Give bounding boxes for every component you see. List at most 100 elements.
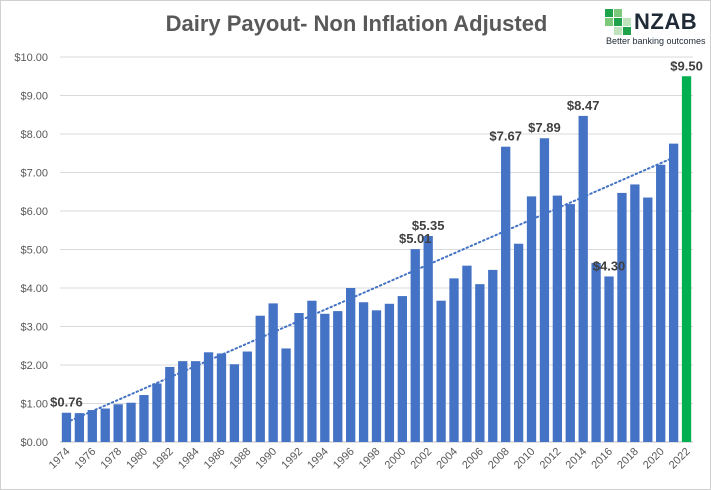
bar xyxy=(617,192,627,442)
bar xyxy=(656,164,666,443)
bar xyxy=(578,115,588,442)
bar xyxy=(100,408,110,442)
bar xyxy=(190,361,201,442)
bar xyxy=(178,361,188,442)
bar xyxy=(384,303,395,442)
chart-title: Dairy Payout- Non Inflation Adjusted xyxy=(165,11,548,36)
x-tick-label: 1974 xyxy=(47,446,73,472)
data-label: $7.67 xyxy=(489,129,522,144)
bar xyxy=(488,269,498,442)
x-tick-label: 1990 xyxy=(253,446,279,472)
x-tick-label: 1994 xyxy=(305,446,331,472)
logo-tagline: Better banking outcomes xyxy=(606,36,706,46)
x-tick-label: 2004 xyxy=(434,446,460,472)
y-tick-label: $7.00 xyxy=(20,168,48,180)
bar xyxy=(242,351,252,442)
x-tick-label: 2010 xyxy=(512,446,538,472)
bar xyxy=(565,204,575,442)
x-tick-label: 1982 xyxy=(150,446,176,472)
bar xyxy=(630,184,640,442)
x-tick-label: 2014 xyxy=(564,446,590,472)
bar xyxy=(281,348,291,442)
y-tick-label: $2.00 xyxy=(20,360,48,372)
bar xyxy=(668,143,679,442)
bar xyxy=(307,300,317,442)
x-tick-label: 1988 xyxy=(228,446,254,472)
bar xyxy=(526,196,537,442)
bar xyxy=(436,300,446,442)
x-tick-label: 2022 xyxy=(667,446,693,472)
y-tick-label: $1.00 xyxy=(20,399,48,411)
data-label: $8.47 xyxy=(567,98,600,113)
x-tick-label: 1992 xyxy=(279,446,305,472)
x-tick-label: 2006 xyxy=(460,446,486,472)
bar xyxy=(462,265,472,442)
data-label: $5.01 xyxy=(399,231,432,246)
bar xyxy=(501,146,511,442)
bar xyxy=(604,276,614,442)
bar xyxy=(87,410,97,442)
x-tick-label: 2016 xyxy=(589,446,615,472)
bar xyxy=(552,195,563,442)
x-tick-label: 1976 xyxy=(73,446,99,472)
bar xyxy=(333,311,343,442)
x-tick-label: 1984 xyxy=(176,446,202,472)
bar xyxy=(591,262,601,442)
logo-mark-icon xyxy=(605,9,631,35)
x-tick-label: 2012 xyxy=(538,446,564,472)
bar xyxy=(139,395,149,442)
bar xyxy=(346,288,356,442)
x-tick-label: 1996 xyxy=(331,446,357,472)
x-tick-label: 2018 xyxy=(615,446,641,472)
bar xyxy=(320,313,330,442)
bar xyxy=(61,412,72,442)
y-tick-label: $10.00 xyxy=(14,52,48,64)
bar xyxy=(268,303,278,442)
x-tick-label: 1986 xyxy=(202,446,228,472)
nzab-logo: NZAB Better banking outcomes xyxy=(605,7,709,51)
bar xyxy=(229,364,240,442)
data-label: $7.89 xyxy=(528,120,561,135)
bar xyxy=(165,366,175,442)
logo-name: NZAB xyxy=(634,9,698,34)
y-tick-label: $6.00 xyxy=(20,206,48,218)
bar xyxy=(539,138,550,443)
bar xyxy=(294,313,304,442)
bar xyxy=(410,249,420,442)
data-label: $9.50 xyxy=(670,58,703,73)
bar xyxy=(681,76,692,442)
x-tick-label: 2008 xyxy=(486,446,512,472)
x-tick-label: 1980 xyxy=(124,446,150,472)
data-label: $4.30 xyxy=(593,258,626,273)
bar xyxy=(74,413,85,442)
bar xyxy=(423,236,433,442)
bar xyxy=(113,404,123,442)
y-tick-label: $4.00 xyxy=(20,283,48,295)
bar xyxy=(203,352,214,442)
bar xyxy=(126,402,136,442)
bar xyxy=(449,278,459,442)
y-tick-label: $8.00 xyxy=(20,129,48,141)
bar xyxy=(152,383,162,442)
data-label: $0.76 xyxy=(50,395,83,410)
y-tick-label: $0.00 xyxy=(20,437,48,449)
x-tick-label: 1998 xyxy=(357,446,383,472)
y-tick-label: $3.00 xyxy=(20,322,48,334)
bar xyxy=(475,284,485,442)
bar xyxy=(358,302,369,442)
y-tick-label: $9.00 xyxy=(20,91,48,103)
x-tick-label: 2000 xyxy=(383,446,409,472)
y-tick-label: $5.00 xyxy=(20,245,48,257)
data-label: $5.35 xyxy=(412,218,445,233)
bar xyxy=(513,243,524,442)
bar xyxy=(371,310,382,442)
bar xyxy=(397,296,407,442)
bar xyxy=(216,353,227,442)
bar xyxy=(643,197,653,442)
bar xyxy=(255,315,265,442)
x-tick-label: 2002 xyxy=(408,446,434,472)
x-tick-label: 2020 xyxy=(641,446,667,472)
trendline xyxy=(65,156,675,424)
